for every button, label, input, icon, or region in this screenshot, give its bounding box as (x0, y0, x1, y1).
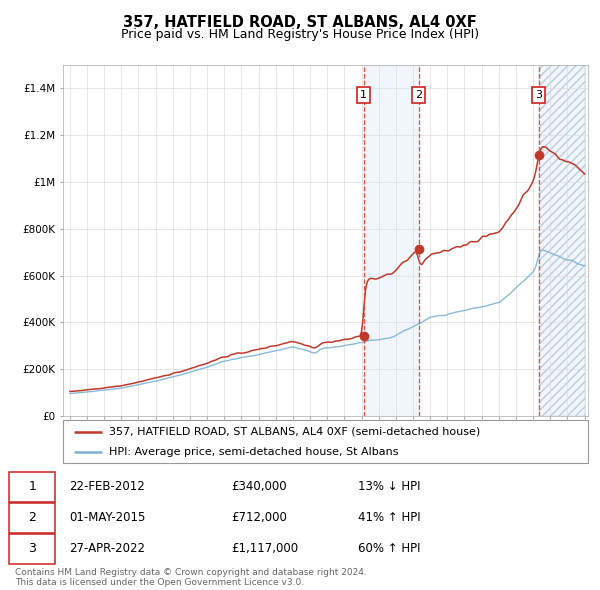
Text: 3: 3 (535, 90, 542, 100)
Text: 357, HATFIELD ROAD, ST ALBANS, AL4 0XF: 357, HATFIELD ROAD, ST ALBANS, AL4 0XF (123, 15, 477, 30)
Bar (364, 65, 419, 416)
Text: 13% ↓ HPI: 13% ↓ HPI (358, 480, 420, 493)
Text: 27-APR-2022: 27-APR-2022 (70, 542, 146, 555)
Text: Contains HM Land Registry data © Crown copyright and database right 2024.
This d: Contains HM Land Registry data © Crown c… (15, 568, 367, 587)
Text: 60% ↑ HPI: 60% ↑ HPI (358, 542, 420, 555)
Text: 01-MAY-2015: 01-MAY-2015 (70, 511, 146, 525)
Text: HPI: Average price, semi-detached house, St Albans: HPI: Average price, semi-detached house,… (109, 447, 398, 457)
Text: 2: 2 (28, 511, 36, 525)
Text: 357, HATFIELD ROAD, ST ALBANS, AL4 0XF (semi-detached house): 357, HATFIELD ROAD, ST ALBANS, AL4 0XF (… (109, 427, 481, 437)
FancyBboxPatch shape (9, 534, 55, 563)
Text: 22-FEB-2012: 22-FEB-2012 (70, 480, 145, 493)
Text: £340,000: £340,000 (231, 480, 287, 493)
Text: £712,000: £712,000 (231, 511, 287, 525)
Text: 1: 1 (28, 480, 36, 493)
Bar (539, 65, 584, 416)
Text: 3: 3 (28, 542, 36, 555)
Text: 41% ↑ HPI: 41% ↑ HPI (358, 511, 420, 525)
Bar (539, 65, 584, 416)
FancyBboxPatch shape (9, 472, 55, 501)
Text: Price paid vs. HM Land Registry's House Price Index (HPI): Price paid vs. HM Land Registry's House … (121, 28, 479, 41)
Text: 2: 2 (415, 90, 422, 100)
Text: 1: 1 (360, 90, 367, 100)
FancyBboxPatch shape (9, 503, 55, 533)
Text: £1,117,000: £1,117,000 (231, 542, 298, 555)
